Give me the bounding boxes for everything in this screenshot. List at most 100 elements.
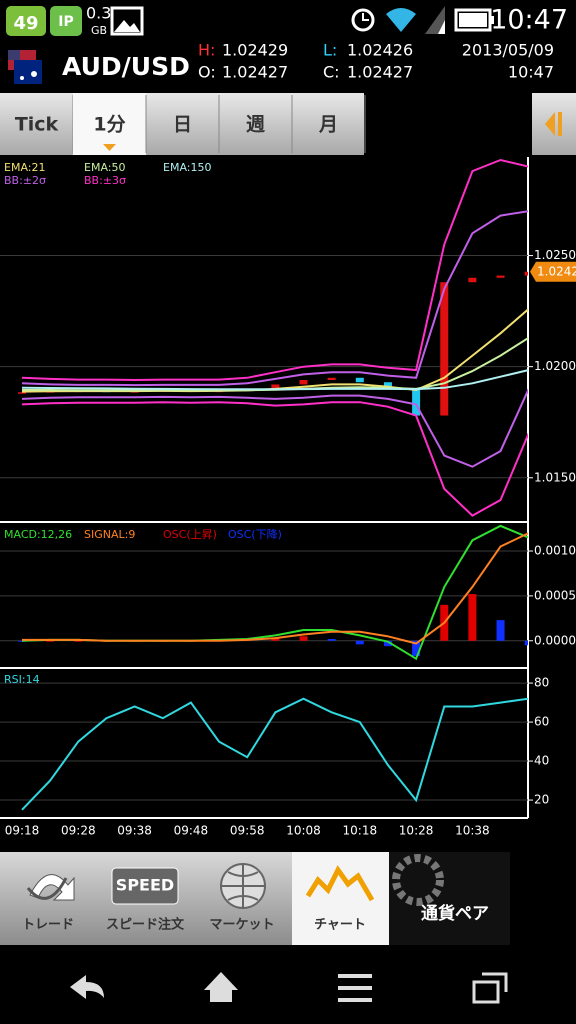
high: 1.02429 (222, 41, 288, 60)
low: 1.02426 (347, 41, 413, 60)
candle (468, 277, 477, 283)
nav-icons: SPEED (26, 854, 444, 909)
series-line (22, 532, 528, 645)
header-time: 10:47 (508, 63, 554, 82)
tab[interactable]: 1分 (93, 114, 125, 136)
svg-text:SPEED: SPEED (116, 876, 174, 895)
legend-entry: EMA:50 (84, 161, 125, 174)
status-icons (6, 6, 494, 36)
x-tick-label: 10:08 (286, 824, 321, 838)
osc-bar (524, 640, 528, 646)
panel-frames (0, 157, 529, 819)
osc-bar (46, 640, 55, 642)
tab[interactable]: Tick (15, 114, 59, 136)
low-label: L: (323, 41, 337, 60)
flag (8, 50, 42, 84)
y-tick-label: 0.0000 (534, 633, 576, 647)
x-tick-label: 10:18 (343, 824, 378, 838)
collapse-icon (545, 112, 562, 136)
close: 1.02427 (347, 63, 413, 82)
home-button[interactable] (204, 972, 238, 1002)
tab[interactable]: 日 (173, 114, 192, 136)
x-tick-label: 09:18 (5, 824, 40, 838)
y-tick-label: 1.02000 (534, 359, 576, 373)
x-tick-label: 09:28 (61, 824, 96, 838)
series-line (21, 369, 528, 391)
y-tick-label: 0.0010 (534, 544, 576, 558)
y-tick-label: 80 (534, 676, 549, 690)
nav-label: 通貨ペア (421, 903, 489, 924)
nav-label: スピード注文 (106, 917, 185, 933)
price-tag-label: 1.02427 (537, 264, 576, 278)
candle (271, 384, 280, 389)
clock: 10:47 (490, 5, 568, 36)
nav-label: トレード (22, 918, 74, 933)
candle (355, 377, 364, 383)
candle (327, 377, 336, 380)
osc-bar (18, 640, 26, 642)
recents-button[interactable] (472, 972, 508, 1004)
y-tick-label: 0.0005 (534, 588, 576, 602)
system-nav (70, 972, 508, 1004)
nav-item[interactable] (389, 852, 510, 945)
data-unit: GB (91, 24, 107, 37)
legend-entry: EMA:150 (163, 161, 211, 174)
legend-entry: MACD:12,26 (4, 528, 72, 541)
osc-bar (468, 594, 477, 641)
nav-label: チャート (314, 918, 366, 933)
band-upper (21, 210, 528, 387)
x-tick-label: 09:58 (230, 824, 265, 838)
pair: AUD/USD (62, 52, 190, 81)
candle (383, 382, 392, 389)
nav-label: マーケット (209, 918, 274, 933)
x-tick-label: 10:38 (455, 824, 490, 838)
osc-bar (327, 638, 336, 641)
date: 2013/05/09 (462, 41, 554, 60)
tab-indicator (103, 144, 116, 151)
candle (440, 282, 449, 416)
legend-entry: OSC(上昇) (163, 528, 217, 541)
band-upper (21, 158, 528, 382)
close-label: C: (323, 63, 340, 82)
osc-bar (383, 640, 392, 647)
osc-bar (496, 620, 505, 641)
open-label: O: (198, 63, 216, 82)
tab[interactable]: 週 (246, 114, 265, 136)
osc-bar (74, 640, 83, 642)
y-tick-label: 40 (534, 754, 549, 768)
high-label: H: (198, 41, 215, 60)
back-button[interactable] (70, 975, 104, 999)
ip-icon: IP (58, 14, 73, 30)
open: 1.02427 (222, 63, 288, 82)
band-lower (21, 401, 528, 517)
legend-entry: EMA:21 (4, 161, 45, 174)
legend-entry: OSC(下降) (228, 527, 282, 541)
candle (496, 275, 505, 278)
x-tick-label: 10:28 (399, 824, 434, 838)
legend-entry: RSI:14 (4, 673, 40, 686)
candle (18, 392, 26, 394)
osc-bar (412, 640, 421, 657)
price-tag (530, 261, 576, 282)
y-tick-label: 60 (534, 715, 549, 729)
data-usage: 0.3 (86, 4, 111, 23)
x-tick-label: 09:48 (174, 824, 209, 838)
battery-badge: 49 (13, 13, 38, 34)
band-lower (21, 388, 528, 468)
candle (299, 380, 308, 385)
menu-button[interactable] (338, 974, 372, 1002)
candle (524, 271, 528, 276)
osc-bar (271, 638, 280, 641)
tab[interactable]: 月 (318, 114, 338, 136)
legend-entry: BB:±2σ (4, 174, 46, 187)
legend-entry: BB:±3σ (84, 174, 126, 187)
osc-bar (299, 636, 308, 641)
legend-entry: SIGNAL:9 (84, 528, 135, 541)
y-tick-label: 1.02500 (534, 248, 576, 262)
tab-bar (0, 93, 364, 155)
y-tick-label: 1.01500 (534, 470, 576, 484)
series-line (21, 697, 528, 811)
y-tick-label: 20 (534, 793, 549, 807)
